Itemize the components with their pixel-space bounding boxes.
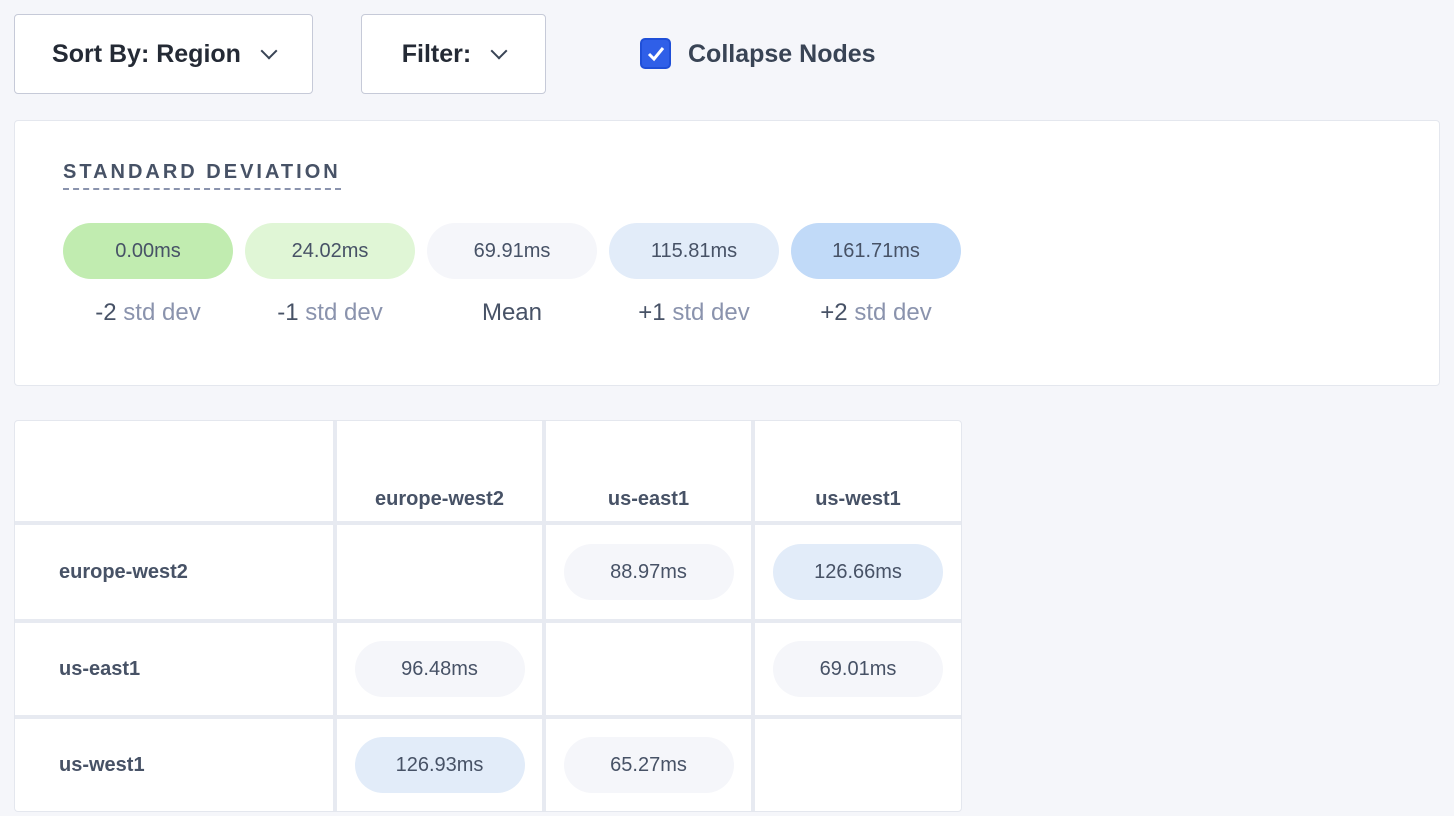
legend-item: 115.81ms +1 std dev <box>609 223 779 327</box>
latency-pill: 69.01ms <box>773 641 943 697</box>
legend-label: -2 std dev <box>95 299 200 327</box>
legend-pill: 161.71ms <box>791 223 961 279</box>
matrix-cell: 88.97ms <box>546 525 751 619</box>
matrix-cell: 96.48ms <box>337 623 542 715</box>
collapse-nodes-checkbox[interactable] <box>640 38 671 69</box>
filter-label: Filter: <box>401 39 472 68</box>
row-header: us-east1 <box>15 623 333 715</box>
legend-pill: 0.00ms <box>63 223 233 279</box>
legend-prefix: +2 <box>820 299 848 326</box>
stddev-legend: 0.00ms -2 std dev 24.02ms -1 std dev 69.91ms… <box>63 223 961 327</box>
legend-unit: std dev <box>116 299 201 326</box>
legend-prefix: +1 <box>638 299 666 326</box>
matrix-cell: 65.27ms <box>546 719 751 811</box>
legend-item: 24.02ms -1 std dev <box>245 223 415 327</box>
legend-pill: 24.02ms <box>245 223 415 279</box>
legend-prefix: Mean <box>481 299 543 326</box>
column-header: us-east1 <box>546 421 751 521</box>
latency-pill: 88.97ms <box>563 544 734 600</box>
legend-item: 161.71ms +2 std dev <box>791 223 961 327</box>
row-header: europe-west2 <box>15 525 333 619</box>
chevron-down-icon <box>490 42 508 60</box>
legend-label: +1 std dev <box>638 299 749 327</box>
checkmark-icon <box>647 47 665 62</box>
latency-pill: 96.48ms <box>354 641 525 697</box>
corner-cell <box>15 421 333 521</box>
matrix-cell: 126.93ms <box>337 719 542 811</box>
legend-pill: 69.91ms <box>427 223 597 279</box>
latency-pill: 65.27ms <box>563 737 734 793</box>
legend-item: 69.91ms Mean <box>427 223 597 327</box>
latency-pill: 126.93ms <box>354 737 525 793</box>
legend-label: Mean <box>482 299 542 327</box>
legend-unit: std dev <box>665 299 750 326</box>
legend-prefix: -2 <box>95 299 117 326</box>
latency-matrix: europe-west2 us-east1 us-west1 europe-west2… <box>14 420 962 812</box>
matrix-cell <box>546 623 751 715</box>
chevron-down-icon <box>260 42 278 60</box>
standard-deviation-title[interactable]: STANDARD DEVIATION <box>63 161 341 190</box>
legend-unit: std dev <box>847 299 932 326</box>
matrix-cell <box>337 525 542 619</box>
sort-by-label: Sort By: Region <box>52 39 241 68</box>
matrix-cell: 126.66ms <box>755 525 961 619</box>
filter-dropdown[interactable]: Filter: <box>361 14 546 94</box>
legend-unit: std dev <box>298 299 383 326</box>
legend-label: -1 std dev <box>277 299 382 327</box>
column-header: europe-west2 <box>337 421 542 521</box>
row-header: us-west1 <box>15 719 333 811</box>
legend-pill: 115.81ms <box>609 223 779 279</box>
legend-label: +2 std dev <box>820 299 931 327</box>
standard-deviation-card: STANDARD DEVIATION 0.00ms -2 std dev 24.02… <box>14 120 1440 386</box>
legend-prefix: -1 <box>277 299 299 326</box>
sort-by-dropdown[interactable]: Sort By: Region <box>14 14 313 94</box>
column-header: us-west1 <box>755 421 961 521</box>
collapse-nodes-label[interactable]: Collapse Nodes <box>688 40 876 68</box>
legend-item: 0.00ms -2 std dev <box>63 223 233 327</box>
latency-pill: 126.66ms <box>773 544 943 600</box>
matrix-cell <box>755 719 961 811</box>
matrix-cell: 69.01ms <box>755 623 961 715</box>
